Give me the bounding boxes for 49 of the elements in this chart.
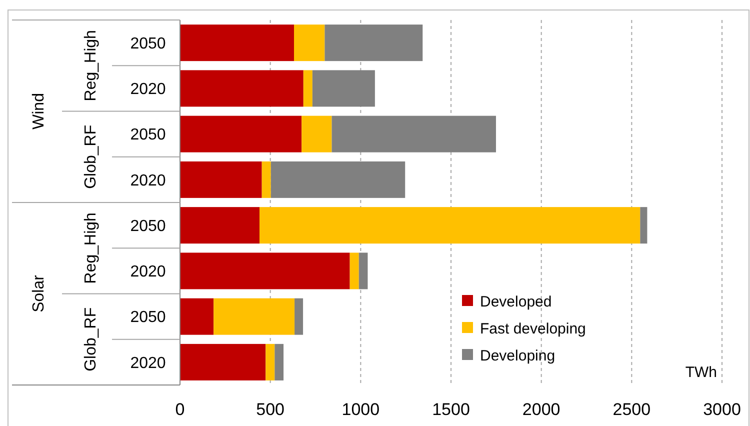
bar [302,116,332,152]
bar [312,70,375,107]
bar [180,116,302,152]
bar [180,207,260,244]
bar [180,252,350,290]
bar [180,298,214,335]
bar [214,298,295,335]
x-tick-label: 1500 [432,400,470,419]
y-tick-label: 2050 [130,309,166,326]
bar [274,344,284,380]
bar [350,252,359,290]
bar [332,116,496,152]
y-tick-label: 2020 [130,264,166,281]
y-tick-label: 2020 [130,81,166,98]
x-tick-label: 500 [256,400,285,419]
legend-label: Developing [480,347,556,364]
text: Glob_RF [82,307,100,372]
y-tick-label: 2050 [130,218,166,235]
bar [180,24,294,62]
bar [180,70,304,107]
text: Wind [30,93,48,130]
bar [266,344,275,380]
legend-label: Fast developing [480,320,586,338]
bar [180,161,262,198]
y-tick-label: 2020 [130,354,166,372]
bar [180,344,266,380]
x-tick-label: 3000 [703,400,741,419]
x-tick-label: 1000 [342,400,380,419]
bar [294,298,304,335]
bar [259,207,640,244]
bar [303,70,312,107]
x-tick-label: 2500 [612,400,651,419]
bar [270,161,406,198]
x-axis-title: TWh [685,364,717,381]
text: Reg_High [82,212,100,284]
y-tick-label: 2020 [130,172,166,190]
bar [324,24,423,62]
y-tick-label: 2050 [130,126,166,144]
bar [640,207,648,244]
y-tick-label: 2050 [130,35,166,52]
x-tick-label: 0 [175,400,185,419]
legend-label: Developed [480,293,552,310]
x-tick-label: 2000 [522,400,560,419]
bar [358,252,368,290]
text: Reg_High [82,30,100,102]
bar [294,24,325,62]
text: Glob_RF [82,124,100,189]
bar [262,161,271,198]
text: Solar [30,274,48,312]
